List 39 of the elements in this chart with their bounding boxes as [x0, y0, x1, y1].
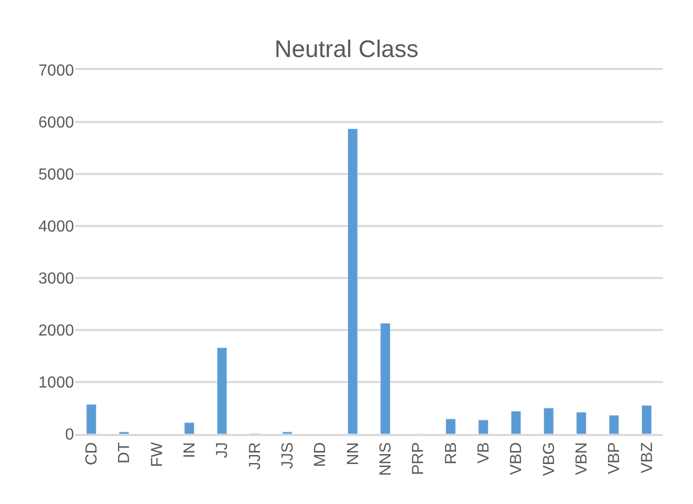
bar [478, 420, 488, 434]
chart-title: Neutral Class [274, 36, 419, 64]
bar [216, 347, 228, 434]
bar [348, 128, 358, 434]
y-tick-label: 6000 [38, 114, 74, 132]
x-tick-label: FW [148, 441, 166, 468]
bar [446, 418, 456, 434]
y-tick-label: 5000 [38, 166, 74, 184]
bar [380, 322, 390, 434]
bar [576, 412, 586, 434]
x-tick-label: NNS [378, 442, 395, 476]
bar [86, 404, 96, 434]
x-tick-label: CD [84, 442, 101, 466]
y-tick-label: 4000 [38, 218, 74, 236]
y-tick-label: 1000 [38, 374, 74, 392]
x-tick-label: VB [476, 442, 493, 464]
x-tick-label: VBP [606, 442, 624, 474]
bar [510, 410, 522, 434]
x-tick-label: RB [442, 442, 460, 464]
bar [184, 422, 194, 434]
y-tick-label: 3000 [38, 270, 74, 288]
x-tick-label: JJ [214, 442, 232, 458]
x-tick-label: JJR [246, 442, 264, 470]
x-tick-label: VBZ [638, 442, 656, 474]
bar [544, 408, 554, 434]
x-tick-label: MD [312, 442, 330, 468]
x-tick-label: NN [344, 442, 362, 466]
bar [608, 415, 620, 434]
x-tick-label: VBD [508, 442, 526, 476]
x-tick-label: VBG [540, 442, 558, 476]
x-tick-label: VBN [574, 442, 591, 476]
x-tick-label: DT [116, 442, 134, 464]
x-tick-label: IN [182, 442, 199, 458]
x-tick-label: PRP [410, 442, 428, 476]
x-tick-label: JJS [280, 442, 297, 469]
y-tick-label: 7000 [38, 62, 74, 80]
y-tick-label: 0 [65, 426, 74, 444]
bar [642, 405, 652, 434]
y-tick-label: 2000 [38, 322, 74, 340]
